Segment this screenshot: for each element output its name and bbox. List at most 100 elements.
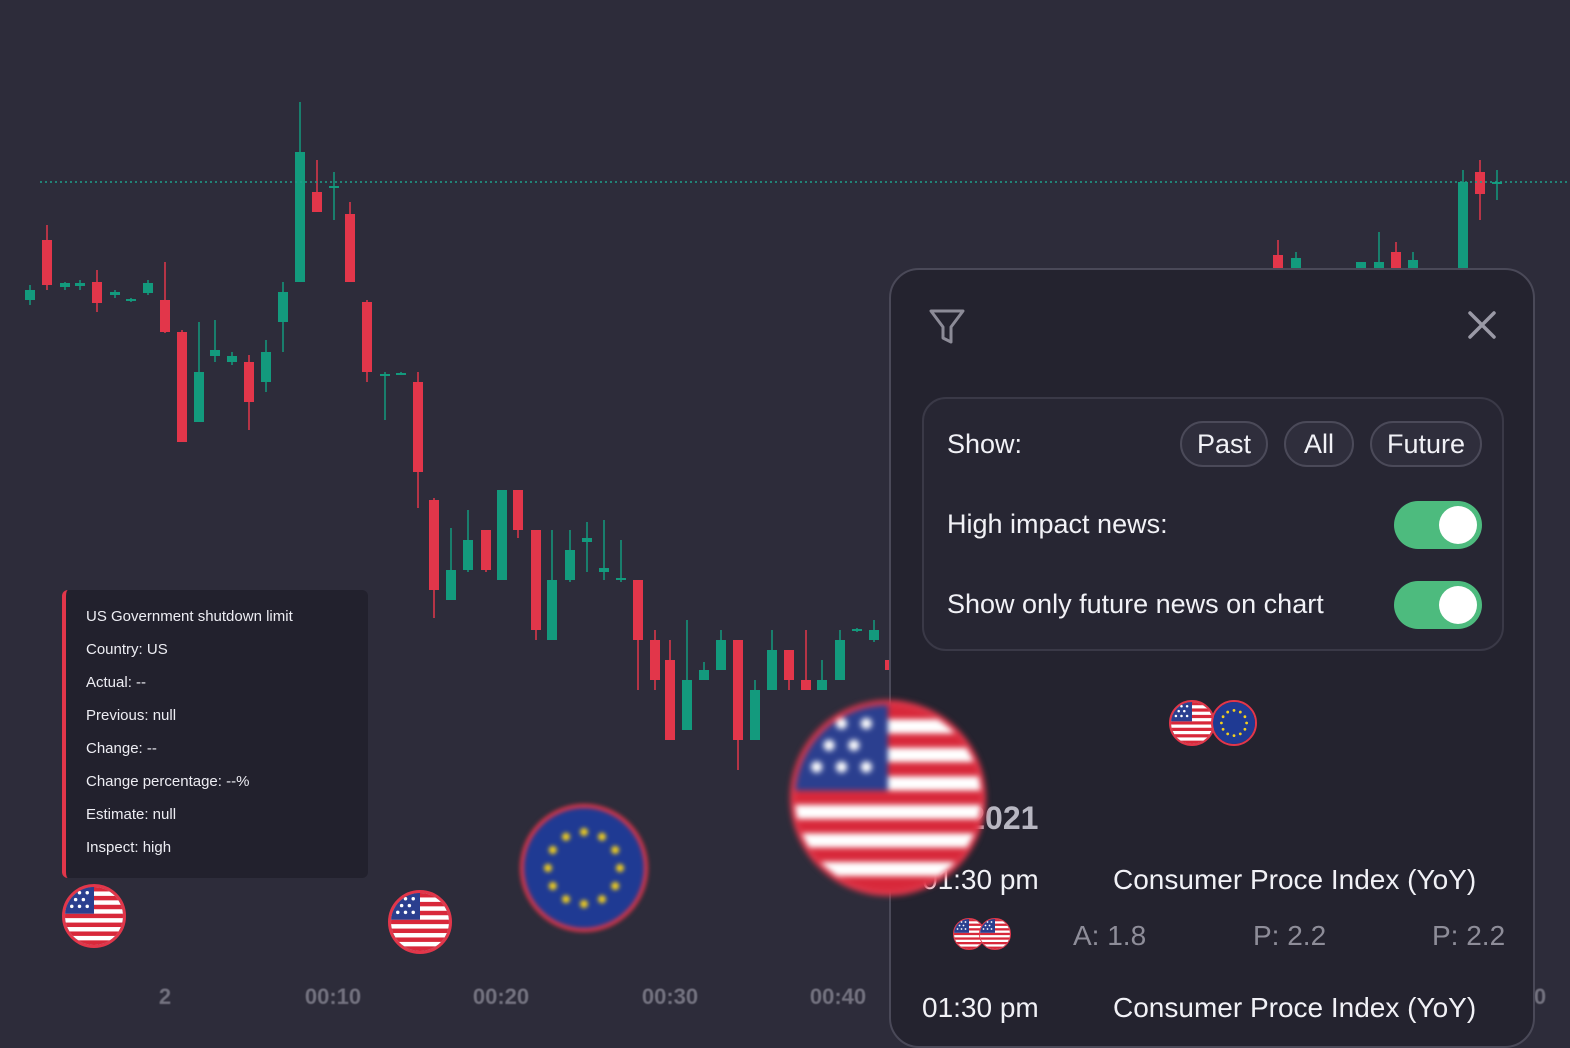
candle-body	[699, 670, 709, 680]
candle-body	[869, 630, 879, 640]
tooltip-change: Change: --	[86, 740, 157, 757]
candle-body	[650, 640, 660, 680]
high-impact-toggle[interactable]	[1394, 501, 1482, 549]
candle-body	[380, 374, 390, 376]
candle-body	[25, 290, 35, 300]
candle-body	[126, 299, 136, 301]
candle-body	[547, 580, 557, 640]
candle-body	[1458, 182, 1468, 268]
candle-body	[1291, 258, 1301, 268]
show-past-button[interactable]: Past	[1180, 421, 1268, 467]
news-tooltip: US Government shutdown limit Country: US…	[62, 590, 368, 878]
candle-body	[513, 490, 523, 530]
close-icon[interactable]	[1465, 308, 1499, 342]
candle-body	[767, 650, 777, 690]
future-only-toggle[interactable]	[1394, 581, 1482, 629]
news-filter-panel: Show: Past All Future High impact news: …	[889, 268, 1535, 1048]
show-all-button[interactable]: All	[1284, 421, 1354, 467]
eu-flag-icon[interactable]	[1211, 700, 1257, 746]
candle-body	[582, 538, 592, 542]
candle-body	[312, 192, 322, 212]
candle-body	[750, 690, 760, 740]
candle-body	[278, 292, 288, 322]
event-title[interactable]: Consumer Proce Index (YoY)	[1113, 864, 1477, 895]
x-tick-label: 00:40	[809, 984, 867, 1009]
event-time: 01:30 pm	[922, 992, 1039, 1023]
candle-body	[177, 332, 187, 442]
candle-body	[784, 650, 794, 680]
candle-body	[817, 680, 827, 690]
candle-body	[682, 680, 692, 730]
candle-body	[1475, 172, 1485, 194]
candle-body	[362, 302, 372, 372]
show-future-button[interactable]: Future	[1370, 421, 1482, 467]
candle-body	[1356, 262, 1366, 268]
candle-body	[835, 640, 845, 680]
eu-flag-icon[interactable]	[520, 804, 648, 932]
tooltip-inspect: Inspect: high	[86, 839, 172, 856]
candle-body	[261, 352, 271, 382]
candle-body	[633, 580, 643, 640]
candle-body	[295, 152, 305, 282]
candle-body	[345, 214, 355, 282]
high-impact-label: High impact news:	[947, 509, 1168, 539]
candle-body	[531, 530, 541, 630]
candle-body	[463, 540, 473, 570]
us-flag-icon[interactable]	[62, 884, 126, 948]
x-tick-label: 00:10	[304, 984, 362, 1009]
candle-body	[329, 186, 339, 188]
tooltip-country: Country: US	[86, 641, 168, 658]
candle-body	[210, 350, 220, 356]
show-label: Show:	[947, 429, 1023, 459]
us-flag-icon[interactable]	[1169, 700, 1215, 746]
event-actual: A: 1.8	[1073, 920, 1147, 951]
candle-body	[852, 629, 862, 631]
us-flag-icon[interactable]	[790, 700, 986, 896]
candle-body	[244, 362, 254, 402]
candle-body	[616, 578, 626, 580]
tooltip-change-percentage: Change percentage: --%	[86, 773, 250, 790]
candle-body	[1492, 182, 1502, 184]
candle-body	[1408, 260, 1418, 268]
candle-body	[160, 300, 170, 332]
x-tick-label: 2	[158, 984, 172, 1009]
candle-body	[665, 660, 675, 740]
candle-body	[429, 500, 439, 590]
toggle-knob	[1439, 506, 1477, 544]
x-tick-label: 0	[1533, 984, 1547, 1009]
candle-body	[396, 373, 406, 375]
candle-body	[1374, 262, 1384, 268]
candle-body	[446, 570, 456, 600]
candle-body	[92, 282, 102, 303]
candle-body	[194, 372, 204, 422]
x-tick-label: 00:20	[472, 984, 530, 1009]
tooltip-actual: Actual: --	[86, 674, 147, 691]
candle-body	[716, 640, 726, 670]
candle-body	[60, 283, 70, 287]
event-forecast: P: 2.2	[1432, 920, 1506, 951]
event-previous: P: 2.2	[1253, 920, 1327, 951]
us-flag-icon[interactable]	[388, 890, 452, 954]
candle-body	[565, 550, 575, 580]
candle-body	[75, 283, 85, 286]
x-tick-label: 00:30	[641, 984, 699, 1009]
filter-icon[interactable]	[927, 306, 967, 346]
candle-body	[413, 382, 423, 472]
candle-body	[497, 490, 507, 580]
candle-body	[1273, 255, 1283, 268]
us-flag-icon	[979, 918, 1011, 950]
candle-body	[143, 283, 153, 293]
tooltip-estimate: Estimate: null	[86, 806, 177, 823]
filter-settings: Show: Past All Future High impact news: …	[922, 397, 1504, 651]
candle-body	[42, 240, 52, 285]
candle-body	[481, 530, 491, 570]
toggle-knob	[1439, 586, 1477, 624]
future-only-label: Show only future news on chart	[947, 589, 1324, 619]
candle-body	[733, 640, 743, 740]
event-title[interactable]: Consumer Proce Index (YoY)	[1113, 992, 1477, 1023]
tooltip-previous: Previous: null	[86, 707, 177, 724]
candle-body	[227, 356, 237, 362]
candle-body	[801, 680, 811, 690]
candle-body	[599, 568, 609, 572]
